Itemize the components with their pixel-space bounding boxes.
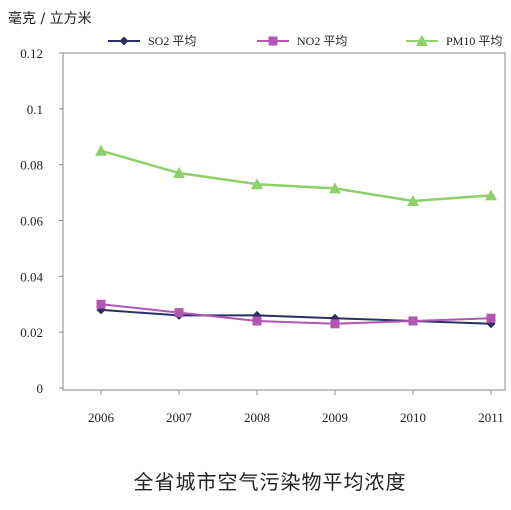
y-tick-label: 0.04 (20, 269, 43, 284)
y-tick-label: 0 (37, 381, 44, 396)
y-tick-label: 0.02 (20, 325, 43, 340)
data-point (486, 313, 496, 323)
x-axis-ticks: 2006 2007 2008 2009 2010 2011 (88, 390, 504, 425)
legend-marker (416, 35, 428, 46)
legend-label: PM10 平均 (446, 34, 502, 48)
y-tick-label: 0.1 (27, 102, 43, 117)
series-2 (96, 299, 496, 329)
plot-area (62, 52, 506, 391)
data-point (251, 178, 263, 190)
y-axis-label: 毫克 / 立方米 (8, 10, 92, 27)
y-tick-label: 0.12 (20, 46, 43, 61)
chart-title: 全省城市空气污染物平均浓度 (134, 470, 407, 494)
x-tick-label: 2011 (478, 410, 504, 425)
x-tick-label: 2007 (166, 410, 193, 425)
legend-label: NO2 平均 (297, 34, 347, 48)
y-tick-label: 0.08 (20, 158, 43, 173)
x-tick-label: 2010 (400, 410, 426, 425)
series-line (100, 303, 492, 325)
data-point (96, 299, 106, 309)
series-group (95, 144, 497, 329)
series-line (100, 149, 492, 203)
legend: SO2 平均 NO2 平均 PM10 平均 (108, 34, 502, 48)
data-point (329, 182, 341, 194)
series-3 (95, 144, 497, 206)
data-point (252, 316, 262, 326)
data-point (173, 167, 185, 179)
data-point (485, 189, 497, 201)
x-tick-label: 2006 (88, 410, 115, 425)
data-point (330, 319, 340, 329)
legend-marker (268, 36, 278, 46)
legend-label: SO2 平均 (148, 34, 196, 48)
data-point (408, 316, 418, 326)
y-tick-label: 0.06 (20, 214, 43, 229)
y-axis-ticks: 0 0.02 0.04 0.06 0.08 0.1 0.12 (20, 46, 63, 396)
legend-marker (119, 36, 129, 46)
data-point (174, 308, 184, 318)
series-1 (96, 305, 496, 329)
data-point (95, 144, 107, 156)
data-point (407, 194, 419, 206)
x-tick-label: 2009 (322, 410, 348, 425)
x-tick-label: 2008 (244, 410, 270, 425)
